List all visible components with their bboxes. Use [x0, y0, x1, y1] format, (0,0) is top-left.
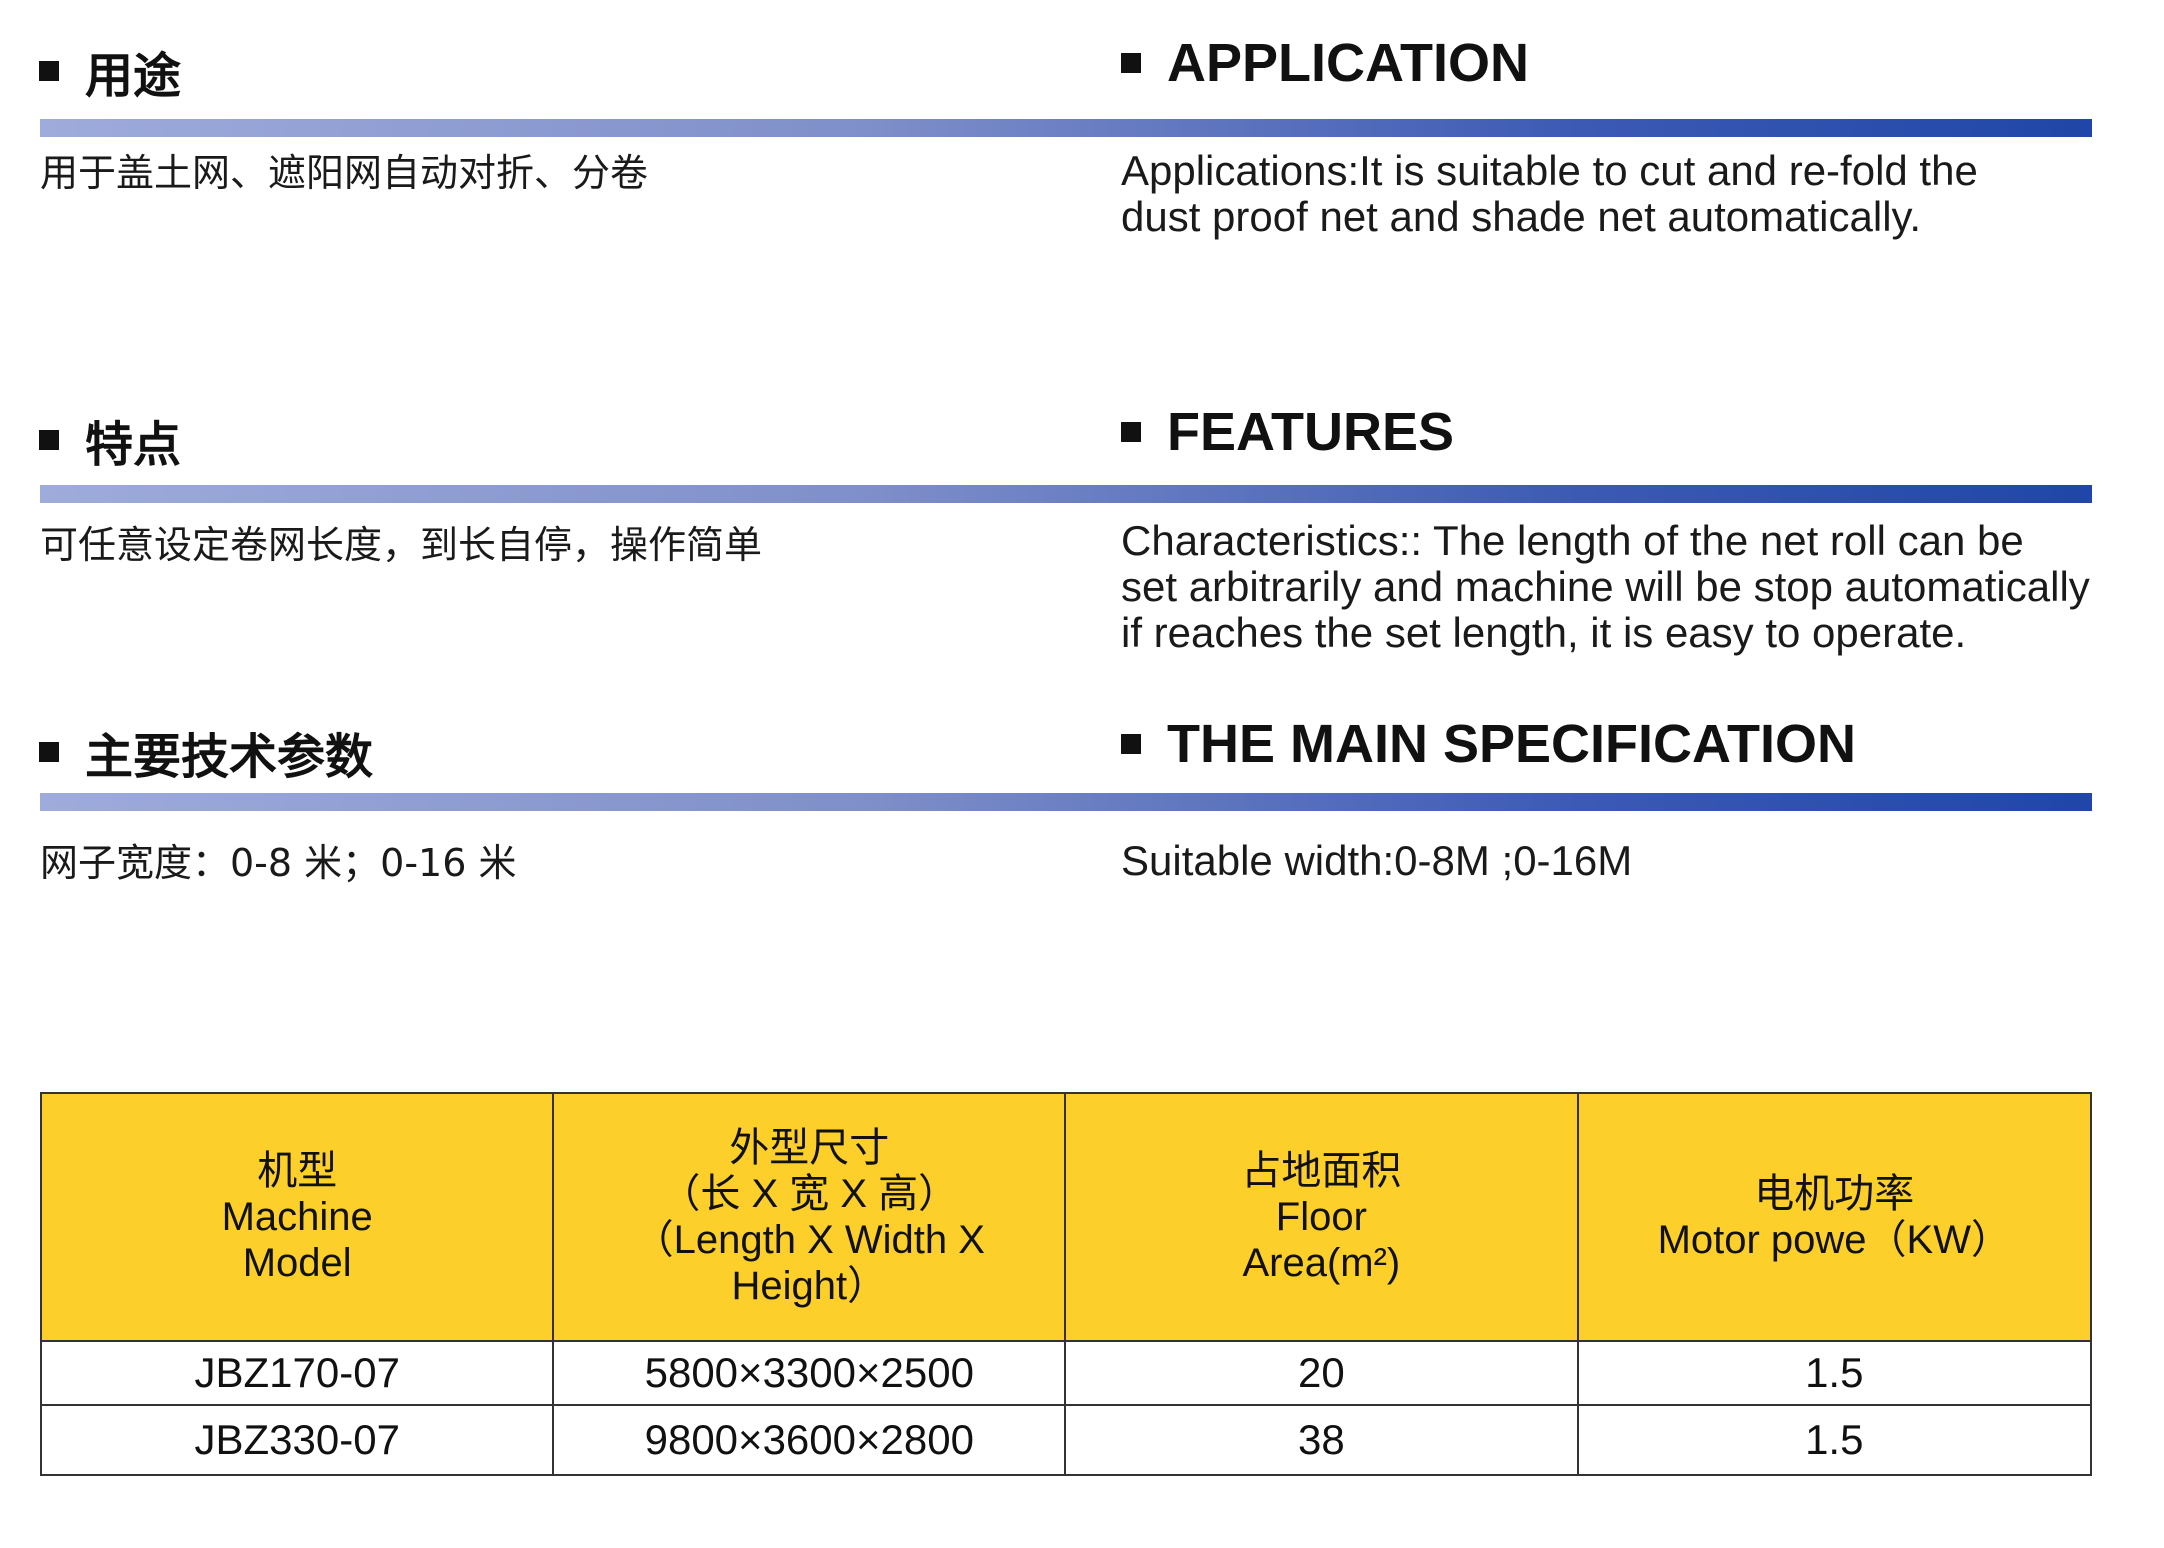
cell-floor-area: 38 [1064, 1404, 1579, 1476]
divider-bar [40, 793, 2092, 811]
square-bullet-icon [1121, 53, 1141, 73]
header-line: Height） [731, 1264, 888, 1308]
heading-text: APPLICATION [1167, 33, 1529, 93]
body-en: Characteristics:: The length of the net … [1121, 518, 2090, 656]
header-line: Machine [221, 1195, 373, 1239]
heading-text: 主要技术参数 [85, 729, 374, 785]
cell-dimensions: 9800×3600×2800 [552, 1404, 1067, 1476]
table-row: JBZ330-07 9800×3600×2800 38 1.5 [39, 1404, 2093, 1476]
body-en: Suitable width:0-8M ;0-16M [1121, 838, 1632, 884]
cell-model: JBZ330-07 [39, 1404, 555, 1476]
divider-bar [40, 485, 2092, 503]
square-bullet-icon [39, 61, 59, 81]
body-en: Applications:It is suitable to cut and r… [1121, 148, 1978, 240]
header-line: 外型尺寸 [729, 1126, 890, 1170]
body-line: 可任意设定卷网长度，到长自停，操作简单 [40, 523, 763, 567]
heading-text: 用途 [85, 48, 182, 104]
cell-floor-area: 20 [1064, 1340, 1579, 1406]
cell-dimensions: 5800×3300×2500 [552, 1340, 1067, 1406]
section-heading-cn: 用途 [39, 36, 181, 106]
cell-motor-power: 1.5 [1576, 1340, 2093, 1406]
divider-bar [40, 119, 2092, 137]
spec-table: 机型 Machine Model 外型尺寸 （长 X 宽 X 高） （Lengt… [39, 1092, 2093, 1476]
body-line: Suitable width:0-8M ;0-16M [1121, 837, 1633, 884]
section-heading-cn: 特点 [39, 405, 181, 475]
body-line: 用于盖土网、遮阳网自动对折、分卷 [40, 151, 649, 195]
cell-motor-power: 1.5 [1576, 1404, 2093, 1476]
section-heading-en: THE MAIN SPECIFICATION [1121, 713, 1856, 775]
heading-text: THE MAIN SPECIFICATION [1167, 714, 1857, 774]
header-line: （Length X Width X [633, 1218, 985, 1262]
section-heading-en: APPLICATION [1121, 32, 1529, 94]
header-line: 占地面积 [1241, 1149, 1402, 1193]
header-line: Model [242, 1241, 352, 1285]
section-heading-en: FEATURES [1121, 401, 1454, 463]
header-motor-power: 电机功率 Motor powe（KW） [1576, 1092, 2093, 1342]
body-line: Characteristics:: The length of the net … [1121, 517, 2024, 564]
header-line: （长 X 宽 X 高） [660, 1172, 959, 1216]
header-line: Motor powe（KW） [1657, 1218, 2011, 1262]
body-line: dust proof net and shade net automatical… [1121, 193, 1922, 240]
body-cn: 可任意设定卷网长度，到长自停，操作简单 [40, 522, 762, 568]
header-line: 电机功率 [1754, 1172, 1915, 1216]
body-line: 网子宽度：0-8 米；0-16 米 [40, 841, 517, 885]
header-line: Area(m²) [1242, 1241, 1401, 1285]
square-bullet-icon [39, 742, 59, 762]
heading-text: 特点 [85, 417, 182, 473]
heading-text: FEATURES [1167, 402, 1455, 462]
square-bullet-icon [1121, 422, 1141, 442]
header-line: 机型 [257, 1149, 338, 1193]
body-cn: 网子宽度：0-8 米；0-16 米 [40, 840, 516, 886]
cell-model: JBZ170-07 [39, 1340, 555, 1406]
header-machine-model: 机型 Machine Model [39, 1092, 555, 1342]
header-floor-area: 占地面积 Floor Area(m²) [1064, 1092, 1579, 1342]
square-bullet-icon [39, 430, 59, 450]
section-heading-cn: 主要技术参数 [39, 717, 373, 787]
body-line: set arbitrarily and machine will be stop… [1121, 563, 2090, 610]
header-dimensions: 外型尺寸 （长 X 宽 X 高） （Length X Width X Heigh… [552, 1092, 1067, 1342]
body-line: Applications:It is suitable to cut and r… [1121, 147, 1978, 194]
header-line: Floor [1275, 1195, 1367, 1239]
body-cn: 用于盖土网、遮阳网自动对折、分卷 [40, 150, 648, 196]
table-header-row: 机型 Machine Model 外型尺寸 （长 X 宽 X 高） （Lengt… [39, 1092, 2093, 1342]
table-row: JBZ170-07 5800×3300×2500 20 1.5 [39, 1340, 2093, 1406]
body-line: if reaches the set length, it is easy to… [1121, 609, 1967, 656]
square-bullet-icon [1121, 734, 1141, 754]
